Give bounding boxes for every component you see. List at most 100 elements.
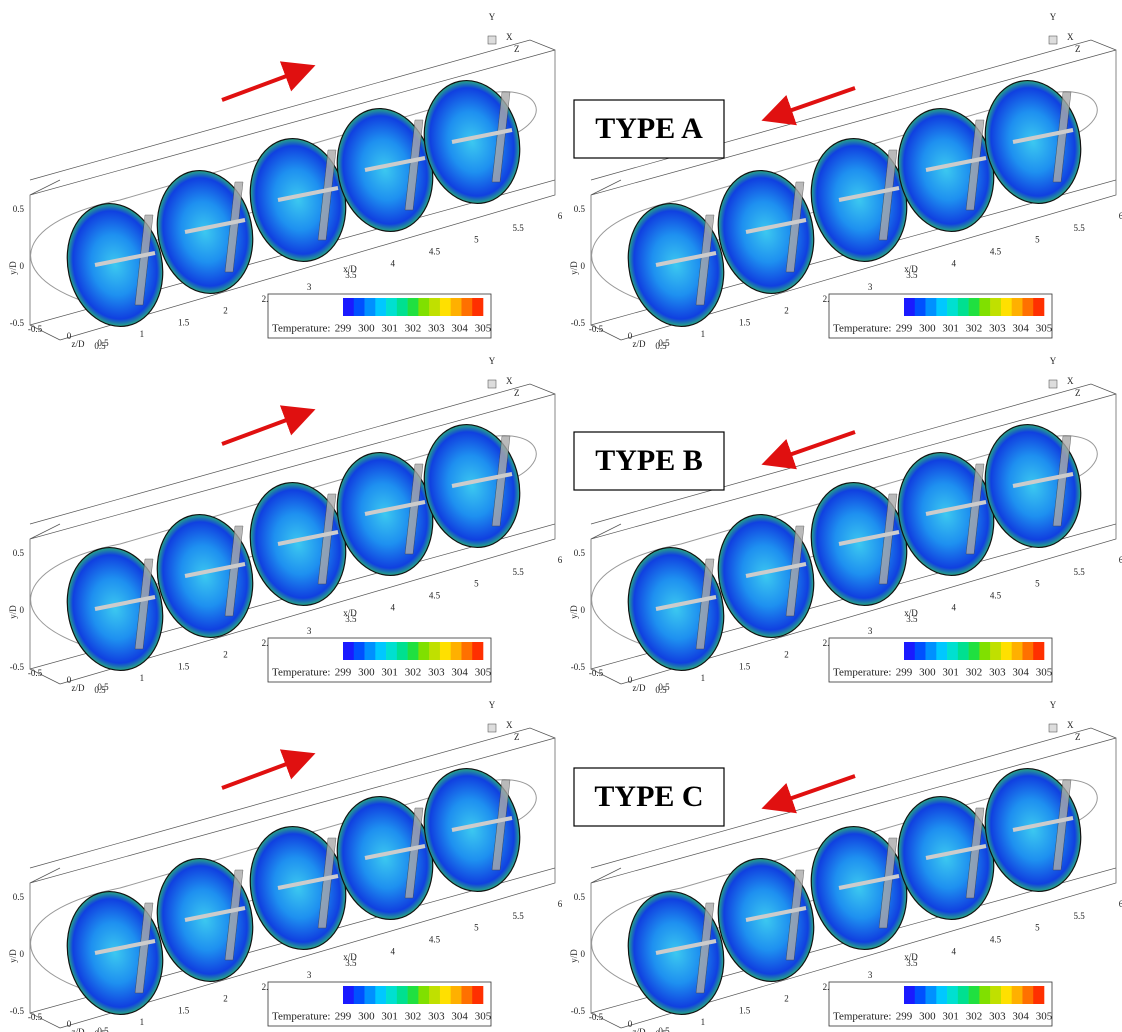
legend-tick-label: 299 [896,1011,913,1023]
x-tick-label: 1 [701,673,706,683]
y-tick-label: 0 [581,949,586,959]
legend-swatch [1022,642,1033,660]
legend-swatch [451,986,462,1004]
legend-swatch [936,298,947,316]
y-tick-label: 0.5 [574,204,586,214]
z-tick-label: -0.5 [28,668,43,678]
legend-tick-label: 299 [335,1011,352,1023]
legend-tick-label: 303 [989,667,1006,679]
legend-swatch [915,642,926,660]
legend-swatch [1001,986,1012,1004]
legend-swatch [440,642,451,660]
x-tick-label: 1 [140,329,145,339]
legend-swatch [990,986,1001,1004]
x-tick-label: 2 [784,306,789,316]
z-axis-label: z/D [72,1027,85,1032]
legend-tick-label: 300 [919,667,936,679]
x-tick-label: 3 [307,626,312,636]
legend-tick-label: 305 [475,1011,492,1023]
triad-label: Y [1050,700,1057,710]
legend-swatch [354,642,365,660]
legend-swatch [904,986,915,1004]
contour-disc [707,506,825,647]
legend-swatch [979,986,990,1004]
legend-tick-label: 301 [381,1011,398,1023]
legend-swatch [990,298,1001,316]
triad-label: Z [1075,44,1081,54]
legend-tick-label: 303 [428,323,445,335]
contour-disc [146,850,264,991]
x-tick-label: 5 [1035,579,1040,589]
x-tick-label: 2 [223,650,228,660]
x-tick-label: 5 [474,923,479,933]
x-tick-label: 1.5 [178,661,190,671]
legend-swatch [904,642,915,660]
legend-swatch [418,642,429,660]
triad-label: Y [489,356,496,366]
legend-tick-label: 303 [428,667,445,679]
triad-cube [1049,724,1057,732]
x-tick-label: 1 [140,1017,145,1027]
z-tick-label: -0.5 [28,1012,43,1022]
legend-swatch [926,642,937,660]
y-tick-label: -0.5 [571,662,586,672]
z-axis-label: z/D [633,339,646,349]
x-tick-label: 3 [307,282,312,292]
figure: 0.50-0.5y/D-0.500.5z/D0.511.522.533.544.… [0,0,1122,1032]
triad-label: Z [514,44,520,54]
legend-tick-label: 299 [896,667,913,679]
legend-swatch [429,642,440,660]
y-axis-label: y/D [569,605,579,619]
flow-arrow [769,432,855,462]
y-tick-label: 0.5 [13,548,25,558]
triad-label: Y [1050,356,1057,366]
legend-tick-label: 305 [1036,667,1053,679]
legend-swatch [1033,642,1044,660]
y-tick-label: 0.5 [13,892,25,902]
x-tick-label: 5 [1035,923,1040,933]
x-tick-label: 4 [390,602,395,612]
flow-arrow [222,412,308,444]
legend-swatch [354,986,365,1004]
legend-swatch [969,986,980,1004]
triad-label: Z [514,388,520,398]
legend-swatch [958,642,969,660]
legend-swatch [343,986,354,1004]
contour-disc [617,539,735,680]
triad-label: X [1067,720,1074,730]
legend-title: Temperature: [272,1011,330,1023]
triad-label: X [1067,376,1074,386]
legend-tick-label: 300 [919,1011,936,1023]
legend-swatch [343,642,354,660]
x-axis-label: x/D [343,952,357,962]
legend-tick-label: 301 [381,323,398,335]
triad-label: X [506,720,513,730]
legend-swatch [472,642,483,660]
legend-tick-label: 300 [358,667,375,679]
z-axis-label: z/D [633,1027,646,1032]
legend-swatch [397,642,408,660]
legend-tick-label: 302 [405,667,422,679]
legend-swatch [1001,298,1012,316]
panel: 0.50-0.5y/D-0.500.5z/D0.511.522.533.544.… [8,12,563,351]
legend-swatch [947,986,958,1004]
x-tick-label: 4.5 [429,591,441,601]
y-tick-label: 0.5 [13,204,25,214]
legend-swatch [440,298,451,316]
legend-swatch [472,986,483,1004]
x-tick-label: 1 [701,329,706,339]
legend-swatch [408,986,419,1004]
contour-disc [56,195,174,336]
x-tick-label: 1.5 [739,661,751,671]
legend-tick-label: 300 [358,323,375,335]
x-tick-label: 5.5 [513,223,525,233]
x-tick-label: 4.5 [990,935,1002,945]
x-tick-label: 1.5 [739,1005,751,1015]
contour-disc [617,883,735,1024]
legend-tick-label: 303 [428,1011,445,1023]
panel: 0.50-0.5y/D-0.500.5z/D0.511.522.533.544.… [8,700,563,1032]
legend-tick-label: 303 [989,323,1006,335]
legend-swatch [461,642,472,660]
x-tick-label: 1.5 [178,317,190,327]
x-tick-label: 0.5 [655,685,667,695]
